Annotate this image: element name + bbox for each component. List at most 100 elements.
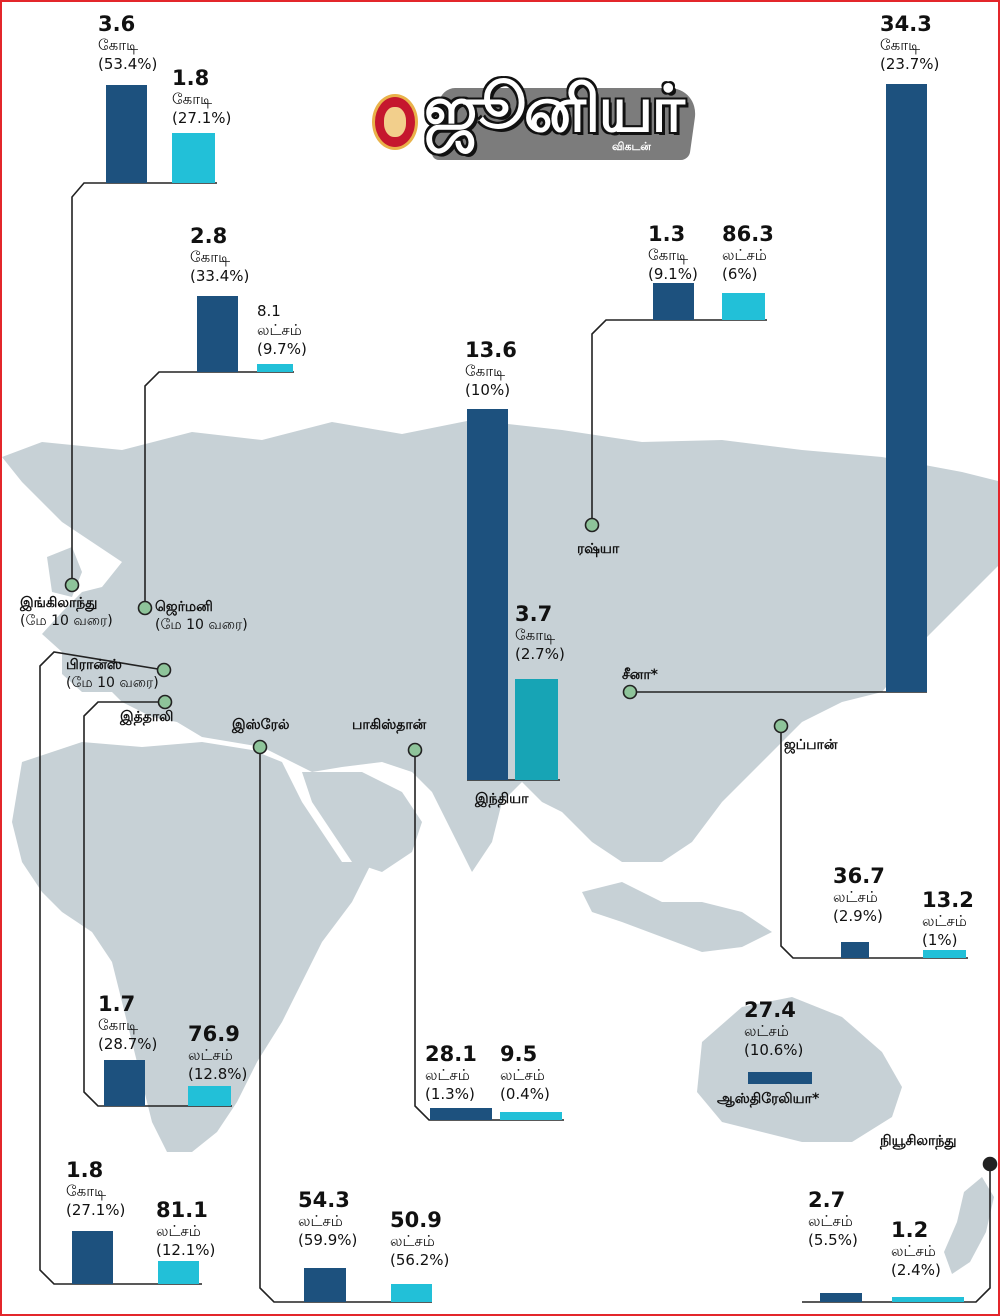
country-name: ஜப்பான்	[784, 737, 838, 753]
dot-china	[622, 684, 638, 700]
dot-italy	[157, 694, 173, 710]
bar-japan-0	[841, 942, 869, 958]
connector-newzealand	[802, 1164, 991, 1303]
value-unit: கோடி	[172, 90, 213, 108]
value-label-israel-1: 50.9 லட்சம் (56.2%)	[390, 1208, 449, 1270]
value-num: 28.1	[425, 1042, 477, 1066]
value-num: 86.3	[722, 222, 774, 246]
value-unit: லட்சம்	[744, 1022, 789, 1040]
value-num: 1.2	[891, 1218, 929, 1242]
value-label-india-0: 13.6 கோடி (10%)	[465, 338, 517, 400]
value-label-france-0: 1.8 கோடி (27.1%)	[66, 1158, 125, 1220]
value-unit: கோடி	[98, 36, 139, 54]
value-unit: கோடி	[190, 248, 231, 266]
value-num: 54.3	[298, 1188, 350, 1212]
value-num: 3.6	[98, 12, 136, 36]
bar-uk-0	[106, 85, 147, 183]
value-label-japan-0: 36.7 லட்சம் (2.9%)	[833, 864, 885, 926]
value-num: 8.1	[257, 302, 281, 320]
country-label-italy: இத்தாலி	[120, 708, 173, 726]
value-pct: (2.7%)	[515, 645, 565, 663]
country-note: (மே 10 வரை)	[20, 613, 113, 629]
value-pct: (10%)	[465, 381, 511, 399]
value-pct: (27.1%)	[66, 1201, 126, 1219]
value-unit: லட்சம்	[257, 321, 302, 339]
value-pct: (23.7%)	[880, 55, 940, 73]
logo-subtitle: விகடன்	[612, 140, 651, 153]
dot-pakistan	[407, 742, 423, 758]
value-unit: லட்சம்	[156, 1222, 201, 1240]
value-pct: (2.9%)	[833, 907, 883, 925]
country-label-france: பிரான்ஸ் (மே 10 வரை)	[66, 656, 159, 692]
value-num: 13.6	[465, 338, 517, 362]
country-label-germany: ஜெர்மனி (மே 10 வரை)	[155, 598, 248, 634]
value-num: 1.7	[98, 992, 136, 1016]
value-pct: (1.3%)	[425, 1085, 475, 1103]
value-label-uk-1: 1.8 கோடி (27.1%)	[172, 66, 231, 128]
country-name: ரஷ்யா	[577, 541, 620, 557]
dot-uk	[64, 577, 80, 593]
value-unit: லட்சம்	[390, 1232, 435, 1250]
bar-pakistan-0	[430, 1108, 492, 1120]
connector-israel	[259, 747, 432, 1303]
country-name: இங்கிலாந்து	[20, 595, 98, 611]
land-southeast-asia	[582, 882, 772, 952]
dot-newzealand	[982, 1156, 998, 1172]
value-label-pakistan-1: 9.5 லட்சம் (0.4%)	[500, 1042, 550, 1104]
country-name: இந்தியா	[475, 791, 529, 807]
value-label-italy-1: 76.9 லட்சம் (12.8%)	[188, 1022, 247, 1084]
value-pct: (12.1%)	[156, 1241, 216, 1259]
country-label-india: இந்தியா	[475, 790, 528, 808]
value-num: 1.8	[66, 1158, 104, 1182]
value-pct: (59.9%)	[298, 1231, 358, 1249]
country-name: பிரான்ஸ்	[66, 657, 122, 673]
value-num: 1.3	[648, 222, 686, 246]
connector-uk	[71, 182, 217, 585]
dot-israel	[252, 739, 268, 755]
dot-japan	[773, 718, 789, 734]
country-label-israel: இஸ்ரேல்	[232, 716, 289, 734]
value-num: 34.3	[880, 12, 932, 36]
bar-australia-0	[748, 1072, 812, 1084]
country-name: பாகிஸ்தான்	[352, 717, 427, 733]
value-pct: (9.1%)	[648, 265, 698, 283]
bar-china-0	[886, 84, 927, 692]
value-label-israel-0: 54.3 லட்சம் (59.9%)	[298, 1188, 357, 1250]
bar-japan-1	[923, 950, 966, 958]
country-label-china: சீனா*	[622, 666, 658, 684]
value-label-italy-0: 1.7 கோடி (28.7%)	[98, 992, 157, 1054]
bars	[72, 84, 966, 1302]
land-new-zealand	[944, 1177, 994, 1274]
bar-uk-1	[172, 133, 215, 183]
country-note: (மே 10 வரை)	[155, 617, 248, 633]
country-name: நியூசிலாந்து	[880, 1133, 957, 1149]
bar-india-0	[467, 409, 508, 780]
value-num: 36.7	[833, 864, 885, 888]
value-unit: லட்சம்	[891, 1242, 936, 1260]
value-pct: (12.8%)	[188, 1065, 248, 1083]
value-pct: (33.4%)	[190, 267, 250, 285]
logo-mascot-icon	[372, 94, 418, 150]
value-unit: லட்சம்	[500, 1066, 545, 1084]
connector-japan	[780, 726, 968, 959]
bar-india-1	[515, 679, 558, 780]
country-name: ஆஸ்திரேலியா*	[717, 1091, 820, 1107]
value-num: 2.8	[190, 224, 228, 248]
value-pct: (9.7%)	[257, 340, 307, 358]
value-pct: (0.4%)	[500, 1085, 550, 1103]
land-australia	[697, 997, 902, 1142]
country-label-australia: ஆஸ்திரேலியா*	[717, 1090, 819, 1108]
value-num: 27.4	[744, 998, 796, 1022]
value-label-russia-1: 86.3 லட்சம் (6%)	[722, 222, 774, 284]
value-label-russia-0: 1.3 கோடி (9.1%)	[648, 222, 698, 284]
value-num: 2.7	[808, 1188, 846, 1212]
country-label-russia: ரஷ்யா	[577, 540, 619, 558]
country-label-japan: ஜப்பான்	[784, 736, 837, 754]
value-unit: லட்சம்	[425, 1066, 470, 1084]
value-unit: லட்சம்	[922, 912, 967, 930]
value-pct: (10.6%)	[744, 1041, 804, 1059]
value-pct: (2.4%)	[891, 1261, 941, 1279]
dot-france	[156, 662, 172, 678]
country-name: ஜெர்மனி	[155, 599, 213, 615]
